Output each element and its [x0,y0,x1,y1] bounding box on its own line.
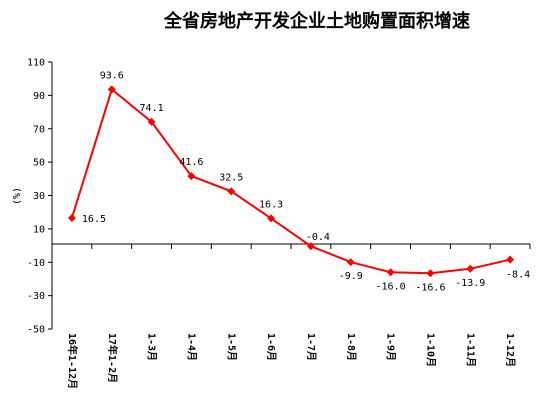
x-category-label: 1-5月 [225,333,237,361]
data-label: -16.0 [376,281,406,292]
data-point-marker [187,172,196,181]
data-point-marker [346,258,355,267]
data-point-marker [306,242,315,251]
y-tick-label: 90 [33,91,45,102]
y-tick-label: -50 [27,325,45,336]
y-axis-ticks: -50 -30 -10 10 30 50 70 90 110 [27,58,52,336]
x-category-label: 1-10月 [424,333,436,367]
x-category-label: 1-7月 [305,333,317,361]
x-axis-labels: 16年1-12月 17年1-2月 1-3月 1-4月 1-5月 1-6月 1-7月 1-8月 1… [66,333,516,389]
y-tick-label: 10 [33,224,45,235]
data-label: -13.9 [455,278,485,289]
x-category-label: 1-6月 [265,333,277,361]
x-category-label: 1-8月 [345,333,357,361]
data-label: -8.4 [506,270,530,281]
x-category-label: 1-11月 [464,333,476,367]
x-category-label: 16年1-12月 [66,333,79,389]
data-label: 93.6 [100,70,124,81]
x-category-label: 1-3月 [146,333,158,361]
data-label: 32.5 [219,172,243,183]
series-line [70,87,511,275]
data-label: 16.3 [259,199,283,210]
data-point-marker [107,85,116,94]
data-point-marker [506,255,515,264]
y-tick-label: 110 [27,58,45,69]
data-label: 74.1 [140,103,164,114]
data-point-marker [227,187,236,196]
data-point-marker [267,214,276,223]
data-point-marker [426,269,435,278]
y-tick-label: -30 [27,291,45,302]
x-category-label: 17年1-2月 [106,333,119,383]
y-tick-label: 70 [33,124,45,135]
data-point-marker [147,117,156,126]
series-markers [67,85,515,278]
data-point-marker [466,264,475,273]
y-tick-label: -10 [27,258,45,269]
data-label: 16.5 [82,214,106,225]
y-axis-unit-label: (%) [12,187,23,205]
data-labels: 16.5 93.6 74.1 41.6 32.5 16.3 -0.4 -9.9 -16.0 -16… [82,70,530,293]
data-label: 41.6 [179,157,203,168]
y-tick-label: 50 [33,158,45,169]
data-label: -9.9 [339,271,363,282]
data-label: -16.6 [415,282,445,293]
x-category-label: 1-9月 [385,333,397,361]
x-category-label: 1-12月 [504,333,516,367]
chart-title: 全省房地产开发企业土地购置面积增速 [163,10,470,32]
x-axis-ticks [51,244,531,249]
data-point-marker [386,268,395,277]
data-label: -0.4 [306,232,330,243]
x-category-label: 1-4月 [185,333,197,361]
data-point-marker [67,214,76,223]
y-tick-label: 30 [33,191,45,202]
